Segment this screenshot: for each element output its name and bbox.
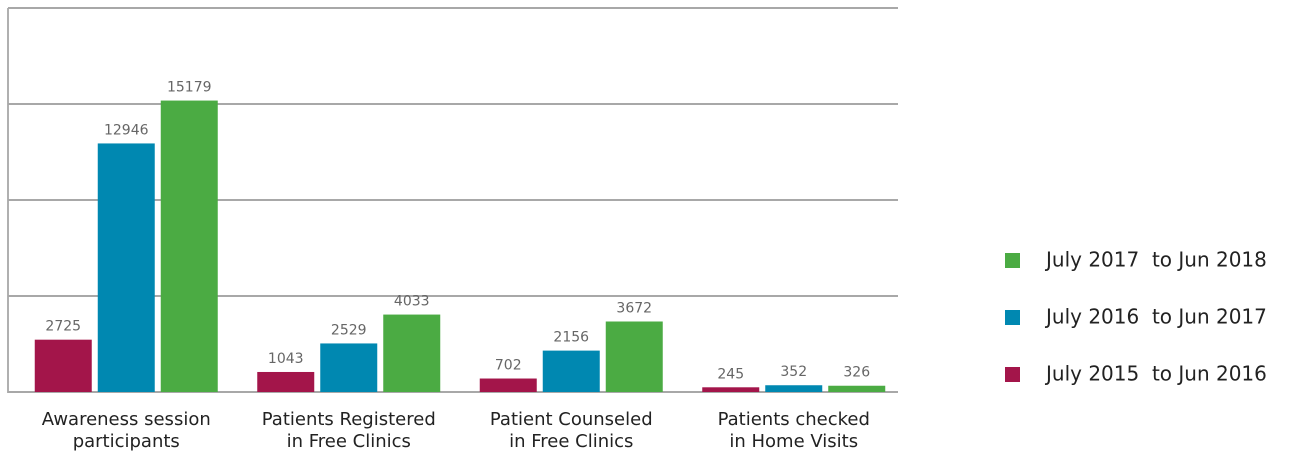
value-label: 3672 [616,300,652,316]
bar [320,343,378,392]
value-label: 12946 [104,122,149,138]
x-tick-label: in Free Clinics [509,431,633,452]
value-label: 15179 [167,80,212,96]
bar [479,378,537,392]
bar [828,385,886,392]
x-tick-label: Patients checked [718,409,870,430]
legend-swatch [1005,367,1020,382]
x-tick-label: participants [73,431,180,452]
bar [34,339,92,392]
value-label: 326 [843,365,870,381]
bar [702,387,760,392]
value-label: 352 [780,364,807,380]
x-tick-label: Patients Registered [262,409,436,430]
value-label: 245 [717,366,744,382]
legend-swatch [1005,310,1020,325]
value-label: 2725 [45,319,81,335]
bar [605,321,663,392]
bar [383,314,441,392]
value-label: 702 [495,358,522,374]
x-tick-label: in Home Visits [729,431,858,452]
legend-label: July 2017 to Jun 2018 [1044,248,1267,272]
bar [257,371,315,392]
legend-swatch [1005,253,1020,268]
bar [765,385,823,392]
x-tick-label: in Free Clinics [287,431,411,452]
legend-label: July 2016 to Jun 2017 [1044,305,1267,329]
value-label: 2529 [331,322,367,338]
value-label: 1043 [268,351,304,367]
value-label: 4033 [394,294,430,310]
bar [97,143,155,392]
x-tick-label: Awareness session [42,409,211,430]
legend-label: July 2015 to Jun 2016 [1044,362,1267,386]
bar [542,350,600,392]
value-label: 2156 [553,330,589,346]
x-tick-label: Patient Counseled [490,409,653,430]
bar [160,100,218,392]
